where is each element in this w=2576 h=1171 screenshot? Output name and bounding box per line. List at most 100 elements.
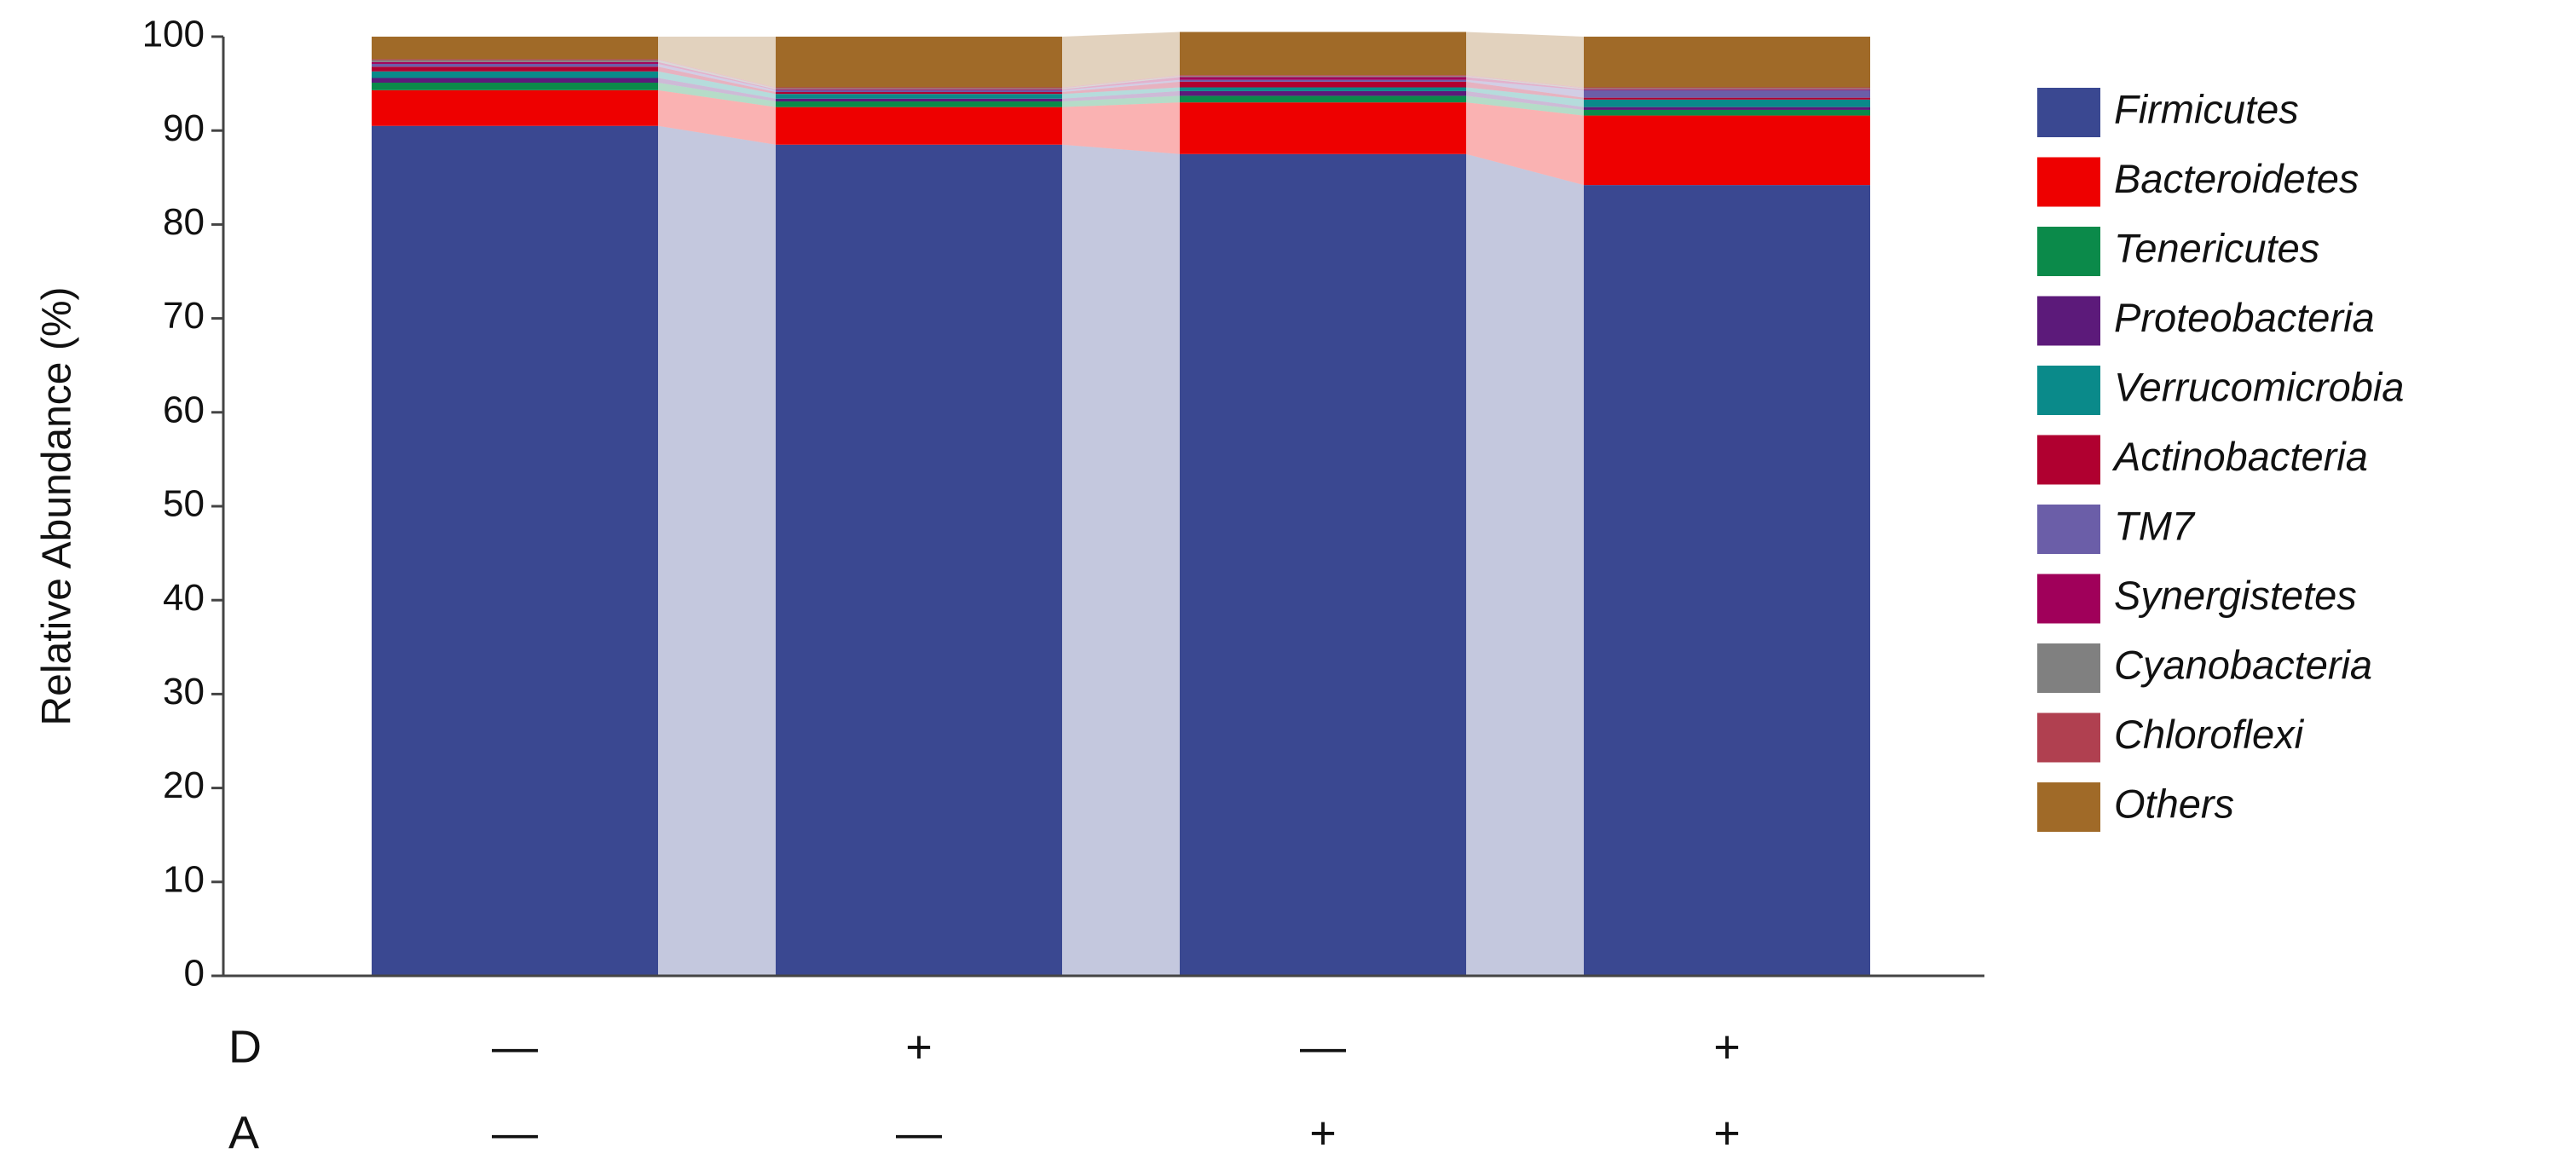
legend-label: Verrucomicrobia (2114, 364, 2404, 409)
bar-segment (1180, 75, 1466, 77)
bar-segment (776, 107, 1062, 145)
legend-label: Firmicutes (2114, 86, 2299, 131)
factor-level: + (905, 1021, 933, 1072)
y-tick-label: 0 (184, 953, 205, 995)
bar-segment (1584, 115, 1870, 186)
legend-swatch (2037, 782, 2100, 832)
connector (1062, 32, 1180, 88)
connector (658, 61, 776, 90)
bar-segment (776, 144, 1062, 977)
factor-name: A (228, 1107, 259, 1158)
factor-level: — (492, 1107, 538, 1158)
bar-segment (372, 66, 658, 72)
connector (1466, 79, 1584, 98)
bar-segment (372, 59, 658, 61)
y-tick-label: 40 (163, 577, 205, 619)
connector (1466, 90, 1584, 110)
bar-segment (372, 61, 658, 64)
connector (658, 60, 776, 89)
legend-label: Proteobacteria (2114, 295, 2375, 340)
legend-label: TM7 (2114, 503, 2196, 548)
y-tick-label: 50 (163, 483, 205, 525)
connector (658, 78, 776, 102)
bar-segment (1180, 79, 1466, 82)
connector (1062, 87, 1180, 99)
connector (1466, 77, 1584, 90)
factor-level: + (1713, 1107, 1741, 1158)
connector (1466, 87, 1584, 107)
connector (658, 82, 776, 107)
factor-level: — (896, 1107, 942, 1158)
bar-segment (776, 94, 1062, 99)
legend-swatch (2037, 366, 2100, 415)
bar-segment (372, 71, 658, 78)
bar-segment (372, 78, 658, 83)
legend-swatch (2037, 574, 2100, 624)
bar-segment (1180, 87, 1466, 91)
legend-swatch (2037, 712, 2100, 763)
legend-label: Others (2114, 781, 2234, 826)
bar-segment (776, 89, 1062, 93)
bar-segment (1180, 81, 1466, 88)
legend-swatch (2037, 505, 2100, 554)
connector (658, 125, 776, 976)
bar-segment (1180, 90, 1466, 96)
bar-segment (1180, 102, 1466, 154)
bar-segment (372, 60, 658, 62)
connector (1062, 144, 1180, 977)
bar-segment (1584, 37, 1870, 88)
connector (658, 89, 776, 145)
connector (1062, 90, 1180, 102)
factor-level: — (1300, 1021, 1346, 1072)
legend-swatch (2037, 227, 2100, 276)
connector (1062, 81, 1180, 95)
connector (1466, 76, 1584, 89)
bar-segment (1180, 32, 1466, 76)
connector (658, 37, 776, 88)
factor-name: D (228, 1021, 262, 1072)
connector (658, 71, 776, 99)
legend-label: Tenericutes (2114, 225, 2319, 270)
connector (1062, 95, 1180, 107)
bar-segment (1584, 109, 1870, 116)
bar-segment (1584, 89, 1870, 98)
bar-segment (1180, 95, 1466, 103)
factor-level: — (492, 1021, 538, 1072)
connector (1062, 77, 1180, 90)
y-tick-label: 80 (163, 201, 205, 243)
bar-segment (372, 82, 658, 90)
bar-segment (372, 125, 658, 976)
factor-level: + (1309, 1107, 1337, 1158)
bar-segment (372, 63, 658, 67)
y-tick-label: 30 (163, 671, 205, 712)
bar-segment (1180, 76, 1466, 78)
connector (658, 66, 776, 95)
legend-label: Cyanobacteria (2114, 642, 2372, 687)
connector (658, 59, 776, 89)
bar-segment (776, 87, 1062, 89)
connector (1466, 95, 1584, 116)
legend-swatch (2037, 157, 2100, 207)
bar-segment (1584, 107, 1870, 110)
legend-swatch (2037, 435, 2100, 485)
connector (1466, 75, 1584, 89)
y-axis-label: Relative Abundance (%) (35, 287, 80, 726)
y-tick-label: 90 (163, 107, 205, 149)
legend-swatch (2037, 643, 2100, 693)
bar-segment (1584, 97, 1870, 100)
bar-segment (1584, 87, 1870, 89)
connector (1466, 102, 1584, 186)
y-tick-label: 20 (163, 764, 205, 806)
bar-segment (776, 89, 1062, 90)
bar-segment (372, 37, 658, 60)
y-tick-label: 100 (142, 14, 205, 55)
connector (1466, 153, 1584, 976)
connector (1466, 81, 1584, 100)
bar-segment (776, 101, 1062, 107)
legend-label: Actinobacteria (2111, 434, 2368, 479)
connector (1466, 32, 1584, 88)
bar-segment (1584, 89, 1870, 90)
connector (1062, 79, 1180, 93)
